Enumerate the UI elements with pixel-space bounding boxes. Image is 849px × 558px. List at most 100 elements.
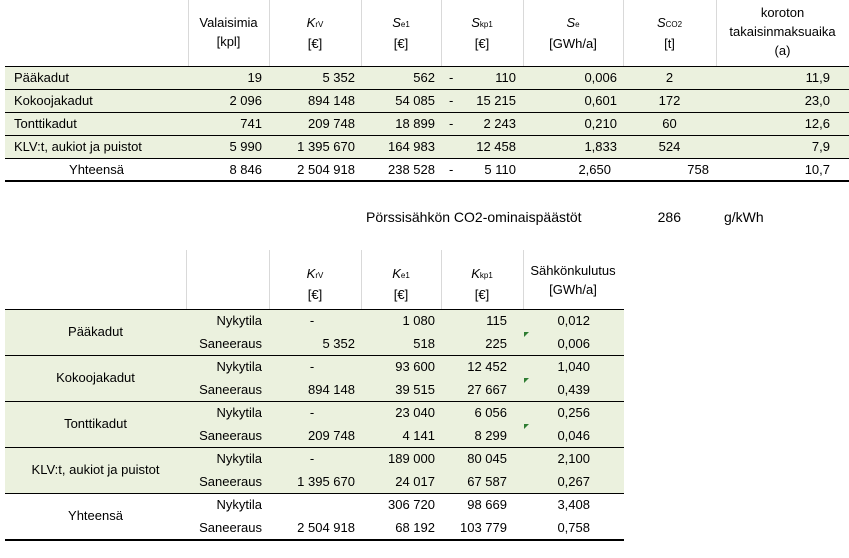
header-symbol: K <box>306 266 316 281</box>
cell-sco2: 758 <box>687 162 709 177</box>
cell-state: Saneeraus <box>199 336 262 351</box>
cell-krv: - <box>309 451 315 466</box>
table-row <box>5 113 849 135</box>
group-block <box>5 402 624 447</box>
cell-ke1: 24 017 <box>395 474 435 489</box>
table-savings: Valaisimia [kpl] KrV [€] Se1 [€] Skp1 [€… <box>0 0 849 185</box>
co2-unit: g/kWh <box>724 209 764 225</box>
cell-krv: 209 748 <box>308 116 355 131</box>
cell-state: Saneeraus <box>199 474 262 489</box>
header-unit: [€] <box>474 287 490 302</box>
cell-krv: 2 504 918 <box>297 520 355 535</box>
header-symbol: S <box>566 15 576 30</box>
cell-gwh: 0,267 <box>557 474 590 489</box>
cell-kkp1: 225 <box>485 336 507 351</box>
cell-krv: 5 352 <box>322 70 355 85</box>
header-subscript: e1 <box>400 20 410 29</box>
cell-se1: 562 <box>413 70 435 85</box>
header-unit: [€] <box>307 287 323 302</box>
header-ke1: Ke1 [€] <box>361 264 441 304</box>
cell-gwh: 2,100 <box>557 451 590 466</box>
cell-name: Tonttikadut <box>14 116 77 131</box>
header-label: Valaisimia <box>199 15 258 30</box>
header-symbol: S <box>392 15 401 30</box>
cell-valaisimia: 5 990 <box>229 139 262 154</box>
header-sco2: SCO2 [t] <box>623 13 716 53</box>
cell-gwh: 0,012 <box>557 313 590 328</box>
cell-skp1: 15 215 <box>476 93 516 108</box>
header-sahkonkulutus: Sähkönkulutus [GWh/a] <box>523 261 623 299</box>
cell-gwh: 0,758 <box>557 520 590 535</box>
cell-kkp1: 103 779 <box>460 520 507 535</box>
cell-krv: - <box>309 405 315 420</box>
cell-kkp1: 115 <box>486 313 507 328</box>
header-unit: [kpl] <box>216 34 241 49</box>
header-subscript: CO2 <box>665 20 683 29</box>
cell-sco2: 172 <box>658 93 681 108</box>
header-unit: [€] <box>307 36 323 51</box>
header-subscript: rV <box>315 20 324 29</box>
cell-se: 1,833 <box>584 139 617 154</box>
cell-gwh: 1,040 <box>557 359 590 374</box>
cell-se1: 238 528 <box>388 162 435 177</box>
header-symbol: S <box>656 15 666 30</box>
cell-valaisimia: 8 846 <box>229 162 262 177</box>
cell-skp1: 12 458 <box>476 139 516 154</box>
cell-state: Saneeraus <box>199 382 262 397</box>
table-row <box>5 90 849 112</box>
header-symbol: K <box>471 266 480 281</box>
group-block <box>5 356 624 401</box>
header-unit: [t] <box>664 36 675 51</box>
cell-skp1: 2 243 <box>483 116 516 131</box>
cell-gwh: 0,006 <box>557 336 590 351</box>
header-label: koroton <box>760 5 805 20</box>
header-subscript: e <box>575 20 580 29</box>
cell-sign: - <box>449 93 454 108</box>
header-subscript: rV <box>315 271 324 280</box>
cell-state: Nykytila <box>216 497 262 512</box>
cell-krv: 2 504 918 <box>297 162 355 177</box>
header-krv: KrV [€] <box>269 264 361 304</box>
header-unit: [€] <box>393 287 409 302</box>
header-unit: [GWh/a] <box>549 282 597 297</box>
cell-kkp1: 67 587 <box>467 474 507 489</box>
cell-gwh: 3,408 <box>557 497 590 512</box>
header-takaisinmaksuaika: koroton takaisinmaksuaika (a) <box>716 3 849 60</box>
cell-se: 2,650 <box>578 162 611 177</box>
header-symbol: S <box>471 15 480 30</box>
cell-krv: 1 395 670 <box>297 139 355 154</box>
cell-krv: 894 148 <box>308 93 355 108</box>
group-name: Kokoojakadut <box>56 370 135 385</box>
cell-ke1: 189 000 <box>388 451 435 466</box>
co2-emission-row: Pörssisähkön CO2-ominaispäästöt 286 g/kW… <box>366 207 786 227</box>
co2-label: Pörssisähkön CO2-ominaispäästöt <box>366 209 582 225</box>
co2-value: 286 <box>657 209 681 225</box>
cell-skp1: 110 <box>495 70 516 85</box>
cell-aika: 7,9 <box>811 139 830 154</box>
header-se: Se [GWh/a] <box>523 13 623 53</box>
cell-aika: 10,7 <box>804 162 830 177</box>
header-subscript: kp1 <box>479 271 493 280</box>
header-krv: KrV [€] <box>269 13 361 53</box>
cell-name: Kokoojakadut <box>14 93 93 108</box>
cell-sco2: 2 <box>665 70 674 85</box>
table-consumption: KrV [€] Ke1 [€] Kkp1 [€] Sähkönkulutus [… <box>0 250 849 550</box>
cell-ke1: 23 040 <box>395 405 435 420</box>
cell-valaisimia: 19 <box>247 70 262 85</box>
header-unit: [€] <box>474 36 490 51</box>
cell-state: Nykytila <box>216 359 262 374</box>
cell-state: Saneeraus <box>199 520 262 535</box>
cell-ke1: 1 080 <box>402 313 435 328</box>
header-subscript: kp1 <box>479 20 493 29</box>
cell-aika: 11,9 <box>805 70 830 85</box>
cell-skp1: 5 110 <box>484 162 516 177</box>
group-block <box>5 448 624 493</box>
cell-sign: - <box>449 162 454 177</box>
table-row <box>5 136 849 158</box>
cell-name: Yhteensä <box>69 162 124 177</box>
cell-krv: 894 148 <box>308 382 355 397</box>
cell-krv: 5 352 <box>322 336 355 351</box>
header-valaisimia: Valaisimia [kpl] <box>188 13 269 51</box>
table-row <box>5 67 849 89</box>
cell-se: 0,210 <box>584 116 617 131</box>
